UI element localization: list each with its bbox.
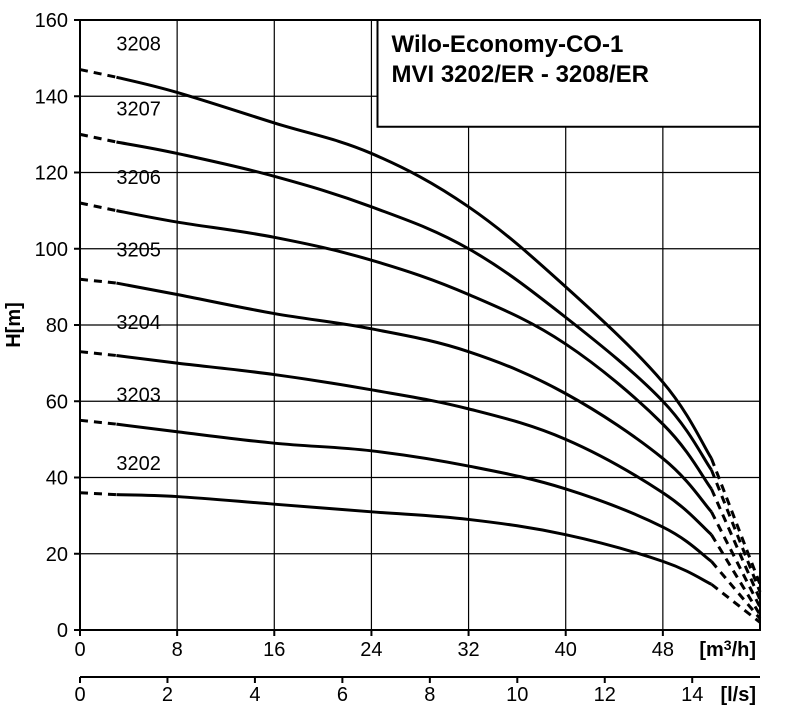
y-tick-label: 60: [46, 391, 68, 413]
x2-tick-label: 14: [681, 684, 703, 706]
curve-label: 3208: [116, 34, 161, 56]
y-tick-label: 140: [35, 86, 68, 108]
y-tick-label: 120: [35, 163, 68, 185]
curve-label: 3202: [116, 453, 161, 475]
y-tick-label: 80: [46, 315, 68, 337]
curve-dash-start: [80, 493, 116, 495]
x-tick-label: 24: [360, 639, 382, 661]
x2-tick-label: 2: [162, 684, 173, 706]
x-tick-label: 16: [263, 639, 285, 661]
y-tick-label: 0: [57, 620, 68, 642]
y-tick-label: 40: [46, 468, 68, 490]
x2-tick-label: 10: [506, 684, 528, 706]
x2-tick-label: 0: [74, 684, 85, 706]
x2-tick-label: 6: [337, 684, 348, 706]
x-tick-label: 8: [172, 639, 183, 661]
curve-label: 3204: [116, 312, 161, 334]
x2-tick-label: 4: [249, 684, 260, 706]
chart-title-line2: MVI 3202/ER - 3208/ER: [392, 61, 649, 88]
x-axis-secondary-label: [l/s]: [720, 684, 756, 706]
curve-label: 3205: [116, 239, 161, 261]
x2-tick-label: 12: [594, 684, 616, 706]
pump-curve-chart: 3202320332043205320632073208Wilo-Economy…: [0, 0, 800, 706]
y-tick-label: 20: [46, 544, 68, 566]
x-tick-label: 0: [74, 639, 85, 661]
curve-label: 3207: [116, 98, 161, 120]
x-tick-label: 32: [457, 639, 479, 661]
x-tick-label: 40: [555, 639, 577, 661]
curve-label: 3203: [116, 384, 161, 406]
chart-title-line1: Wilo-Economy-CO-1: [392, 31, 624, 58]
x2-tick-label: 8: [424, 684, 435, 706]
y-axis-label: H[m]: [3, 302, 25, 348]
y-tick-label: 100: [35, 239, 68, 261]
y-tick-label: 160: [35, 10, 68, 32]
x-tick-label: 48: [652, 639, 674, 661]
chart-svg: 3202320332043205320632073208Wilo-Economy…: [0, 0, 800, 706]
curve-label: 3206: [116, 167, 161, 189]
